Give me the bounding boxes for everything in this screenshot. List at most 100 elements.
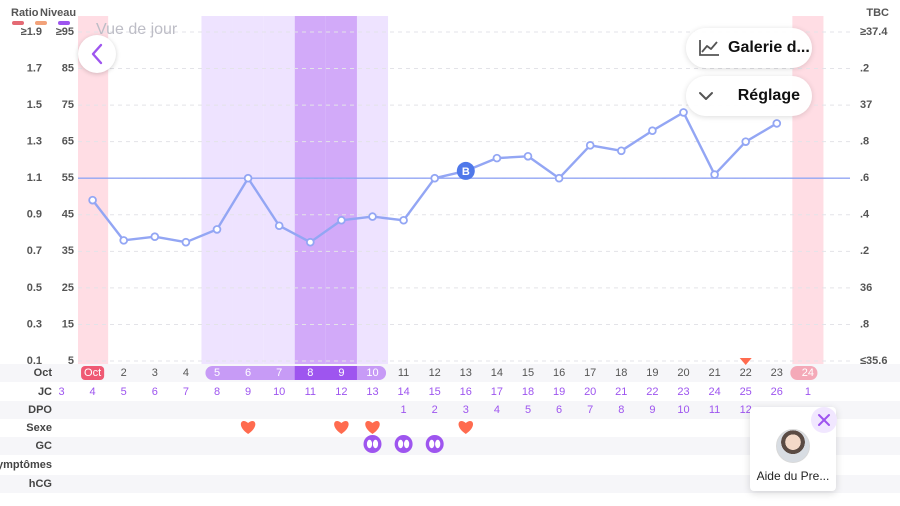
data-point[interactable] [679, 108, 688, 117]
row-stripe [0, 364, 900, 382]
date-label[interactable]: 6 [245, 367, 251, 379]
date-label[interactable]: 13 [460, 367, 472, 379]
assistant-name: Aide du Pre... [756, 469, 830, 483]
data-point[interactable] [181, 237, 191, 247]
cervical-fluid-icon[interactable] [394, 435, 413, 453]
data-point[interactable] [212, 225, 222, 234]
niveau-tick: 85 [62, 62, 74, 74]
cycle-day-label: 17 [491, 386, 503, 398]
date-label[interactable]: 12 [429, 367, 441, 379]
ratio-tick: 0.3 [27, 318, 42, 330]
date-label[interactable]: 18 [615, 367, 627, 379]
date-label[interactable]: 3 [152, 367, 158, 379]
date-label[interactable]: 11 [398, 367, 409, 379]
dpo-label: 6 [556, 404, 562, 416]
date-label[interactable]: 2 [121, 367, 127, 379]
cycle-day-label: 18 [522, 386, 534, 398]
data-point[interactable] [368, 212, 377, 221]
date-label[interactable]: 24 [802, 367, 814, 379]
data-point[interactable] [710, 170, 719, 179]
cycle-day-label: 12 [335, 386, 347, 398]
cycle-day-label: 9 [245, 386, 251, 398]
fertile-peak-band [325, 16, 357, 364]
date-label[interactable]: 20 [677, 367, 689, 379]
cervical-fluid-icon-drop [435, 439, 441, 449]
niveau-tick: ≥95 [56, 26, 74, 38]
row-label: hCG [29, 478, 52, 490]
date-label[interactable]: 4 [183, 367, 189, 379]
data-point[interactable] [337, 215, 346, 225]
temperature-series: B [88, 108, 782, 247]
niveau-tick: 15 [62, 318, 74, 330]
cervical-fluid-icon-drop [404, 439, 410, 449]
ratio-tick: 1.5 [27, 99, 42, 111]
date-label[interactable]: 15 [522, 367, 534, 379]
period-date-pill [790, 366, 818, 380]
data-point[interactable] [616, 146, 626, 156]
data-point[interactable] [492, 153, 502, 163]
data-point[interactable] [523, 151, 533, 161]
date-label[interactable]: 9 [338, 367, 344, 379]
cycle-day-label: 8 [214, 386, 220, 398]
niveau-tick: 5 [68, 355, 74, 367]
niveau-tick: 55 [62, 172, 74, 184]
dpo-label: 5 [525, 404, 531, 416]
dpo-label: 2 [432, 404, 438, 416]
ratio-tick: 0.7 [27, 245, 42, 257]
heart-icon[interactable] [365, 421, 380, 434]
date-label[interactable]: 8 [307, 367, 313, 379]
data-point[interactable] [648, 126, 657, 135]
data-point[interactable] [430, 173, 440, 183]
date-label[interactable]: 7 [276, 367, 282, 379]
data-point[interactable] [243, 173, 253, 183]
data-point[interactable] [88, 195, 97, 205]
data-point[interactable] [119, 236, 128, 245]
marked-point[interactable] [456, 161, 475, 180]
period-band [78, 16, 109, 364]
date-label[interactable]: 23 [771, 367, 783, 379]
data-point[interactable] [150, 232, 160, 242]
date-label[interactable]: 22 [740, 367, 752, 379]
grid-lines [78, 31, 850, 362]
fertile-band [356, 16, 389, 364]
data-point[interactable] [305, 237, 315, 247]
date-label[interactable]: 17 [584, 367, 596, 379]
data-point[interactable] [585, 141, 595, 150]
data-point[interactable] [554, 173, 564, 183]
date-label[interactable]: 16 [553, 367, 565, 379]
today-marker [739, 358, 752, 365]
dpo-label: 3 [463, 404, 469, 416]
cycle-day-label: 26 [771, 386, 783, 398]
tbc-axis-label: TBC [866, 7, 889, 19]
settings-button[interactable]: Réglage [686, 76, 812, 116]
data-point[interactable] [772, 119, 782, 128]
peak-date-pill [294, 366, 357, 380]
cervical-fluid-icon[interactable] [363, 435, 382, 453]
gallery-button[interactable]: Galerie d... [686, 28, 812, 68]
heart-icon[interactable] [458, 421, 474, 434]
niveau-tick: 65 [62, 136, 74, 148]
ratio-tick: ≥1.9 [21, 26, 42, 38]
data-point[interactable] [274, 221, 284, 231]
cycle-day-label: 16 [460, 386, 472, 398]
back-button[interactable] [78, 35, 116, 73]
date-label[interactable]: Oct [84, 367, 101, 379]
date-label[interactable]: 10 [366, 367, 378, 379]
cervical-fluid-icon-drop [429, 439, 435, 449]
data-point[interactable] [399, 215, 408, 225]
date-label[interactable]: 21 [708, 367, 720, 379]
dpo-label: 7 [587, 404, 593, 416]
data-point[interactable] [741, 137, 750, 146]
assistant-card[interactable]: Aide du Pre... [750, 407, 836, 491]
date-label[interactable]: 5 [214, 367, 220, 379]
date-label[interactable]: 19 [646, 367, 658, 379]
heart-icon[interactable] [334, 421, 349, 434]
close-icon[interactable] [811, 407, 837, 433]
row-label: GC [36, 440, 53, 452]
cervical-fluid-icon[interactable] [425, 435, 444, 453]
dpo-label: 12 [740, 404, 752, 416]
date-label[interactable]: 14 [491, 367, 503, 379]
tbc-tick: .8 [860, 318, 869, 330]
dpo-label: 11 [709, 404, 720, 416]
heart-icon[interactable] [240, 421, 256, 434]
